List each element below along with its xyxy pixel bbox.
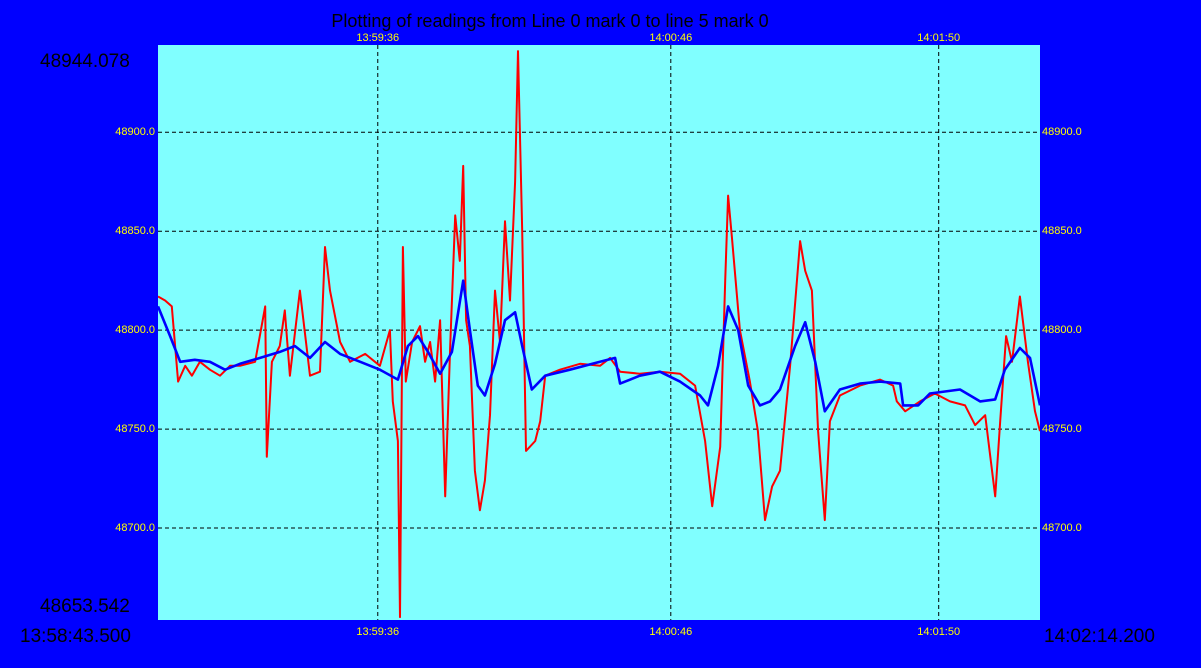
lines [158, 50, 1040, 619]
y-max-label: 48944.078 [40, 51, 130, 72]
series-line [158, 279, 1040, 413]
y-tick-label: 48800.0 [115, 324, 155, 336]
y-tick-label: 48750.0 [115, 423, 155, 435]
plot-area [158, 45, 1040, 620]
x-tick-label-top: 14:00:46 [649, 32, 692, 44]
y-tick-label-right: 48900.0 [1042, 126, 1082, 138]
y-tick-label: 48700.0 [115, 522, 155, 534]
y-tick-label: 48850.0 [115, 225, 155, 237]
series-line [158, 50, 1040, 619]
x-tick-label-top: 13:59:36 [356, 32, 399, 44]
x-max-label: 14:02:14.200 [1044, 626, 1155, 647]
y-tick-label-right: 48750.0 [1042, 423, 1082, 435]
x-min-label: 13:58:43.500 [20, 626, 131, 647]
y-tick-label-right: 48700.0 [1042, 522, 1082, 534]
chart-title: Plotting of readings from Line 0 mark 0 … [331, 11, 768, 31]
y-tick-label-right: 48800.0 [1042, 324, 1082, 336]
x-tick-label-top: 14:01:50 [917, 32, 960, 44]
y-tick-label: 48900.0 [115, 126, 155, 138]
x-tick-label: 14:00:46 [649, 626, 692, 638]
y-min-label: 48653.542 [40, 596, 130, 617]
x-tick-label: 14:01:50 [917, 626, 960, 638]
y-tick-label-right: 48850.0 [1042, 225, 1082, 237]
x-tick-label: 13:59:36 [356, 626, 399, 638]
